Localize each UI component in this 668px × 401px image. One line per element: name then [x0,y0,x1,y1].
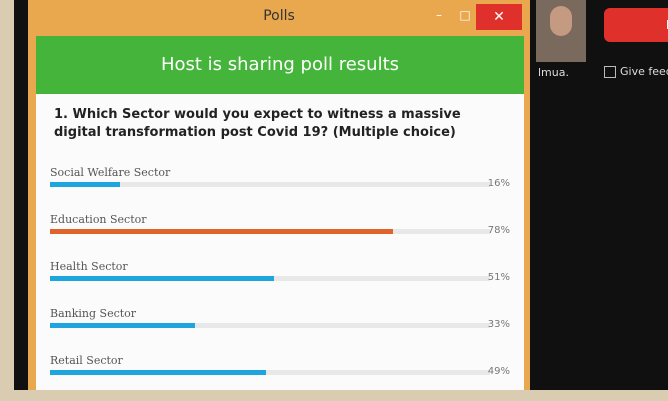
percent-label: 16% [488,178,510,189]
option-label: Education Sector [50,213,147,226]
maximize-button[interactable]: □ [454,8,476,26]
poll-option: Banking Sector 33% [50,307,510,351]
question: 1. Which Sector would you expect to witn… [54,106,504,142]
avatar [536,0,586,62]
avatar-face [550,6,572,36]
poll-option: Social Welfare Sector 16% [50,166,510,210]
title-bar: Polls – □ ✕ [28,0,530,34]
result-bar [50,370,266,375]
page: Polls – □ ✕ Host is sharing poll results… [0,0,668,401]
percent-label: 78% [488,225,510,236]
option-label: Health Sector [50,260,128,273]
percent-label: 51% [488,272,510,283]
participant-name: lmua. [538,66,569,79]
checkbox-label[interactable]: Give feed [620,65,668,78]
result-bar [50,229,393,234]
minimize-button[interactable]: – [428,8,450,26]
leave-button[interactable]: Le [604,8,668,42]
poll-window: Polls – □ ✕ Host is sharing poll results… [28,0,530,390]
option-label: Banking Sector [50,307,136,320]
result-bar [50,182,120,187]
option-label: Retail Sector [50,354,123,367]
bar-track [50,229,490,234]
checkbox[interactable] [604,66,616,78]
banner: Host is sharing poll results [36,36,524,94]
poll-option: Retail Sector 49% [50,354,510,390]
bar-track [50,323,490,328]
close-button[interactable]: ✕ [476,4,522,30]
result-bar [50,323,195,328]
result-bar [50,276,274,281]
option-label: Social Welfare Sector [50,166,170,179]
percent-label: 33% [488,319,510,330]
poll-content: 1. Which Sector would you expect to witn… [36,94,524,390]
bar-track [50,370,490,375]
bar-track [50,276,490,281]
percent-label: 49% [488,366,510,377]
poll-option: Health Sector 51% [50,260,510,304]
bar-track [50,182,490,187]
poll-option: Education Sector 78% [50,213,510,257]
screen: Polls – □ ✕ Host is sharing poll results… [14,0,668,390]
